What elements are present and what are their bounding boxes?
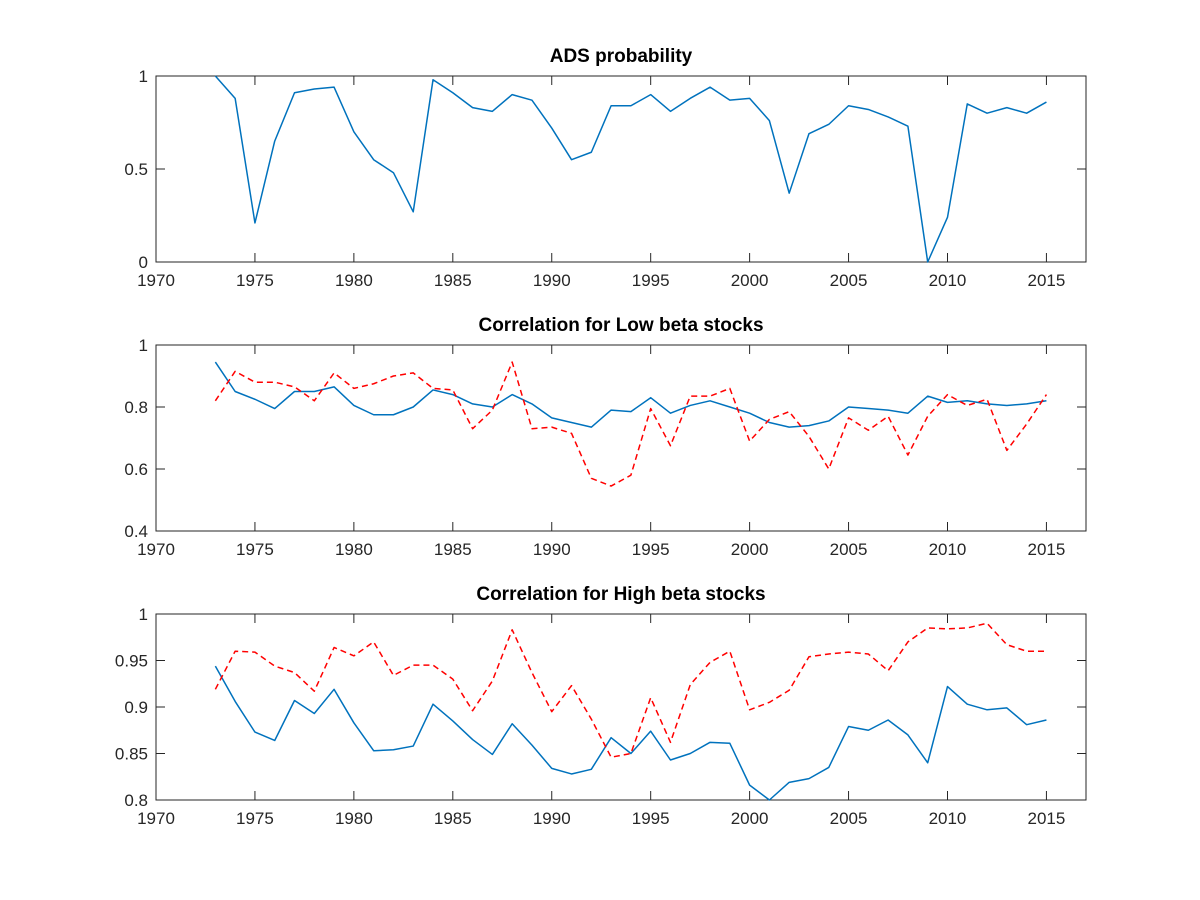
x-tick-label: 1980 bbox=[335, 540, 373, 559]
x-tick-label: 1990 bbox=[533, 540, 571, 559]
x-tick-label: 1995 bbox=[632, 809, 670, 828]
x-tick-label: 1970 bbox=[137, 271, 175, 290]
series-line-solid bbox=[214, 361, 1047, 428]
y-tick-label: 0.85 bbox=[115, 745, 148, 764]
x-tick-label: 2005 bbox=[830, 540, 868, 559]
series-line-dashed bbox=[214, 361, 1048, 487]
y-tick-label: 0.8 bbox=[124, 398, 148, 417]
series-line-solid bbox=[214, 665, 1047, 801]
chart-title: ADS probability bbox=[550, 46, 693, 67]
x-tick-label: 1995 bbox=[632, 271, 670, 290]
x-tick-label: 1980 bbox=[335, 271, 373, 290]
x-tick-label: 2000 bbox=[731, 540, 769, 559]
x-tick-label: 2005 bbox=[830, 809, 868, 828]
axes-box bbox=[155, 344, 1087, 532]
x-tick-label: 1990 bbox=[533, 271, 571, 290]
x-tick-label: 1985 bbox=[434, 540, 472, 559]
x-tick-label: 1975 bbox=[236, 809, 274, 828]
y-tick-label: 1 bbox=[139, 336, 148, 355]
x-tick-label: 1990 bbox=[533, 809, 571, 828]
x-tick-label: 2010 bbox=[929, 540, 967, 559]
y-tick-label: 0.8 bbox=[124, 791, 148, 810]
chart-panel-2: Correlation for Low beta stocks 1970 1975 1… bbox=[124, 315, 1087, 559]
y-tick-label: 0.4 bbox=[124, 522, 148, 541]
y-tick-label: 0.9 bbox=[124, 698, 148, 717]
x-tick-label: 1995 bbox=[632, 540, 670, 559]
y-tick-label: 0.6 bbox=[124, 460, 148, 479]
y-tick-label: 1 bbox=[139, 67, 148, 86]
y-tick-label: 0 bbox=[139, 253, 148, 272]
x-tick-label: 2015 bbox=[1028, 809, 1066, 828]
x-tick-label: 2000 bbox=[731, 809, 769, 828]
x-tick-label: 1980 bbox=[335, 809, 373, 828]
x-tick-label: 1985 bbox=[434, 809, 472, 828]
y-tick-label: 1 bbox=[139, 605, 148, 624]
series-line-solid bbox=[214, 75, 1047, 263]
x-tick-label: 2015 bbox=[1028, 540, 1066, 559]
axes-box bbox=[155, 75, 1087, 263]
x-tick-label: 2010 bbox=[929, 271, 967, 290]
x-tick-label: 2005 bbox=[830, 271, 868, 290]
x-tick-label: 2015 bbox=[1028, 271, 1066, 290]
chart-title: Correlation for High beta stocks bbox=[476, 584, 765, 605]
chart-title: Correlation for Low beta stocks bbox=[478, 315, 763, 336]
x-tick-label: 1970 bbox=[137, 809, 175, 828]
x-tick-label: 1975 bbox=[236, 540, 274, 559]
chart-panel-3: Correlation for High beta stocks 1970 1975… bbox=[115, 584, 1087, 828]
x-tick-label: 1985 bbox=[434, 271, 472, 290]
x-tick-label: 2010 bbox=[929, 809, 967, 828]
x-tick-label: 1975 bbox=[236, 271, 274, 290]
axes-box bbox=[155, 613, 1087, 801]
x-tick-label: 2000 bbox=[731, 271, 769, 290]
x-tick-label: 1970 bbox=[137, 540, 175, 559]
chart-panel-1: ADS probability 1970 1975 1980 1985 1990 1995 2… bbox=[124, 46, 1087, 290]
y-tick-label: 0.5 bbox=[124, 160, 148, 179]
series-line-dashed bbox=[214, 622, 1047, 758]
y-tick-label: 0.95 bbox=[115, 652, 148, 671]
